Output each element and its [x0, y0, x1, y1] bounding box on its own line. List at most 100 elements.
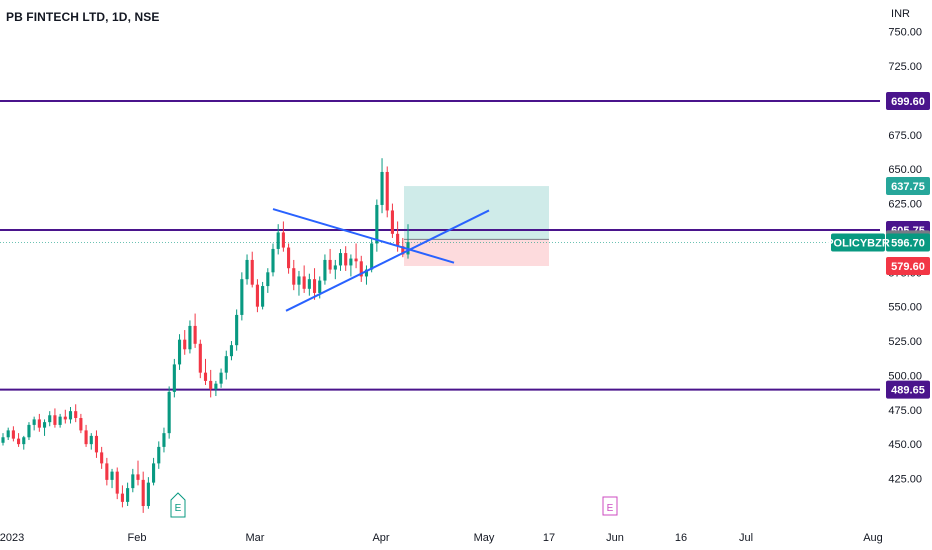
trendlines[interactable]: [272, 208, 490, 312]
candles[interactable]: [1, 158, 410, 513]
candle-up: [6, 430, 10, 438]
candle-up: [307, 279, 311, 289]
y-tick-label: 500.00: [888, 370, 922, 382]
candle-down: [79, 418, 83, 431]
candle-up: [276, 232, 280, 249]
candle-down: [94, 435, 99, 453]
candle-up: [370, 243, 374, 270]
candle-down: [141, 479, 145, 506]
candle-up: [89, 435, 93, 445]
x-tick-label: 16: [675, 532, 687, 544]
candle-down: [385, 171, 389, 211]
horizontal-levels[interactable]: [0, 100, 880, 391]
candle-down: [312, 279, 317, 293]
candle-down: [281, 232, 285, 248]
candle-up: [240, 279, 244, 315]
candle-up: [126, 488, 130, 502]
candle-up: [271, 248, 275, 273]
y-tick-label: 625.00: [888, 199, 922, 211]
candle-down: [136, 474, 140, 480]
x-tick-label: Jun: [606, 532, 624, 544]
candle-down: [74, 411, 78, 419]
candle-down: [390, 210, 394, 234]
price-tag: [886, 256, 930, 275]
price-tag-text: 596.70: [891, 237, 925, 249]
candle-down: [255, 284, 259, 307]
candle-up: [261, 286, 265, 307]
x-tick-label: 17: [543, 532, 555, 544]
x-tick-label: Aug: [863, 532, 883, 544]
candle-up: [48, 415, 52, 423]
candle-up: [224, 356, 228, 373]
y-tick-label: 750.00: [888, 27, 922, 39]
price-tag-text: 579.60: [891, 261, 925, 273]
price-tag: [886, 177, 930, 196]
position-target-zone: [404, 186, 549, 240]
candle-up: [333, 265, 337, 270]
currency-label: INR: [891, 8, 910, 20]
candle-down: [292, 268, 296, 285]
candle-down: [250, 259, 254, 285]
earnings-badge: [170, 492, 186, 518]
candle-down: [198, 343, 202, 373]
trendline: [285, 209, 490, 312]
x-axis: 2023 Feb Mar Apr May 17 Jun 16 Jul Aug: [0, 532, 883, 544]
candle-up: [58, 416, 62, 425]
candle-down: [17, 438, 21, 445]
y-tick-label: 525.00: [888, 336, 922, 348]
candle-down: [287, 247, 291, 269]
y-tick-label: 450.00: [888, 439, 922, 451]
trendline: [272, 208, 455, 264]
candle-down: [63, 416, 67, 420]
candle-up: [157, 446, 161, 464]
candle-down: [203, 372, 208, 381]
candle-down: [115, 471, 119, 494]
candle-down: [37, 419, 41, 428]
candle-up: [229, 345, 234, 357]
y-tick-label: 550.00: [888, 302, 922, 314]
candle-up: [364, 269, 369, 277]
earnings-marker: E: [170, 492, 186, 518]
candle-up: [188, 325, 192, 350]
candle-down: [100, 452, 104, 464]
x-tick-label: Mar: [246, 532, 265, 544]
y-tick-label: 650.00: [888, 164, 922, 176]
position-stop-zone: [404, 239, 549, 266]
candle-up: [235, 314, 239, 346]
candle-down: [53, 415, 57, 425]
x-tick-label: Jul: [739, 532, 753, 544]
candle-up: [214, 383, 218, 390]
price-labels: 699.60605.75489.65637.75598.95596.70POLI…: [826, 92, 930, 399]
price-tag: [886, 233, 930, 252]
candle-down: [209, 380, 213, 390]
candle-up: [380, 171, 384, 205]
candle-down: [120, 493, 124, 502]
level-price-label: [886, 92, 930, 111]
candle-up: [167, 391, 171, 434]
candle-up: [32, 419, 36, 425]
candle-up: [338, 253, 343, 266]
candle-down: [401, 246, 405, 255]
x-tick-label: Apr: [372, 532, 389, 544]
y-tick-label: 425.00: [888, 474, 922, 486]
candle-down: [193, 325, 197, 344]
x-tick-label: May: [474, 532, 495, 544]
candle-up: [131, 474, 135, 489]
candle-down: [84, 430, 88, 445]
candle-up: [297, 276, 301, 285]
candle-up: [177, 339, 182, 365]
symbol-tag: [831, 233, 885, 252]
x-tick-label: 2023: [0, 532, 24, 544]
candle-up: [42, 422, 47, 428]
candle-up: [22, 437, 26, 445]
chart-title: PB FINTECH LTD, 1D, NSE: [6, 10, 160, 24]
earnings-label: E: [175, 503, 182, 514]
candle-down: [105, 463, 109, 480]
candle-up: [245, 259, 249, 280]
candle-up: [1, 437, 5, 443]
y-tick-label: 725.00: [888, 61, 922, 73]
candle-up: [219, 372, 223, 384]
candle-down: [354, 258, 358, 262]
